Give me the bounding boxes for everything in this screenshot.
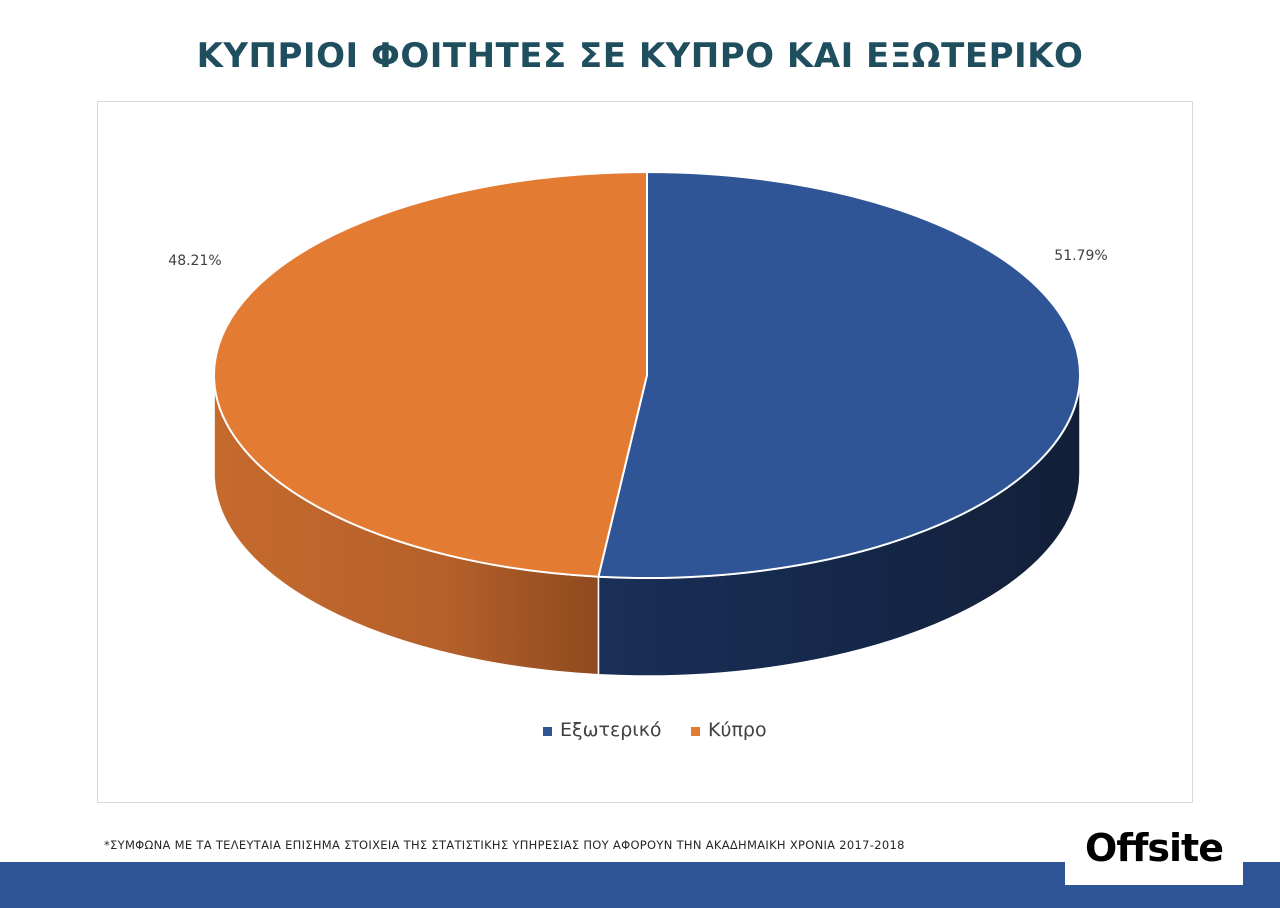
pie-slice-0: [597, 171, 1081, 579]
data-label-1: 48.21%: [168, 253, 221, 269]
logo: Offsite: [1065, 820, 1243, 885]
legend-label-1: Κύπρο: [708, 719, 767, 741]
legend-swatch-1: [691, 727, 700, 736]
legend-swatch-0: [543, 727, 552, 736]
pie-chart: 51.79% 48.21% Εξωτερικό Κύπρο: [168, 171, 1108, 741]
page-title: ΚΥΠΡΙΟΙ ΦΟΙΤΗΤΕΣ ΣΕ ΚΥΠΡΟ ΚΑΙ ΕΞΩΤΕΡΙΚΟ: [196, 36, 1084, 76]
data-label-0: 51.79%: [1054, 248, 1107, 264]
legend-label-0: Εξωτερικό: [560, 719, 662, 741]
footnote: *ΣΥΜΦΩΝΑ ΜΕ ΤΑ ΤΕΛΕΥΤΑΙΑ ΕΠΙΣΗΜΑ ΣΤΟΙΧΕΙ…: [104, 838, 905, 852]
logo-text: Offsite: [1085, 826, 1224, 870]
pie-slice-1: [213, 171, 648, 578]
chart-frame: 51.79% 48.21% Εξωτερικό Κύπρο: [97, 101, 1193, 803]
